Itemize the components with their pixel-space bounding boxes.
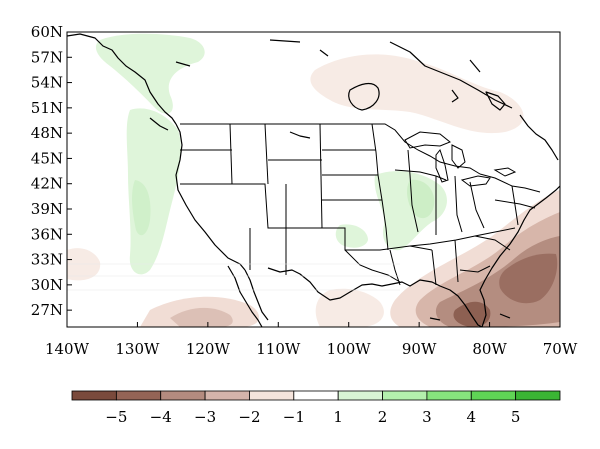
colorbar-label: −3 <box>194 408 216 426</box>
colorbar-segment <box>515 390 561 401</box>
lat-tick-label: 27N <box>31 301 63 319</box>
lon-tick-label: 100W <box>327 340 372 358</box>
lat-tick-label: 60N <box>31 23 63 41</box>
lat-tick-label: 48N <box>31 124 63 142</box>
lon-tick-label: 70W <box>543 340 578 358</box>
longitude-axis: 140W 130W 120W 110W 100W 90W 80W 70W <box>45 322 578 358</box>
lat-tick-label: 45N <box>31 149 63 167</box>
great-lakes <box>404 131 517 187</box>
colorbar-segment <box>470 390 517 401</box>
colorbar-segment <box>204 390 250 401</box>
colorbar-label: −1 <box>283 408 305 426</box>
colorbar-label: 3 <box>422 408 432 426</box>
positive-anomaly-shading <box>95 33 447 275</box>
state-borders <box>180 123 541 286</box>
coastlines <box>67 33 560 327</box>
lon-tick-label: 130W <box>115 340 160 358</box>
lat-tick-label: 30N <box>31 276 63 294</box>
colorbar-segment <box>382 390 428 401</box>
colorbar-label: −4 <box>150 408 172 426</box>
colorbar-label: 5 <box>511 408 521 426</box>
colorbar-label: −2 <box>238 408 260 426</box>
colorbar-segment <box>160 390 206 401</box>
colorbar-label: 2 <box>378 408 388 426</box>
lat-tick-label: 42N <box>31 175 63 193</box>
colorbar-segment <box>426 390 472 401</box>
colorbar <box>71 390 561 401</box>
colorbar-segment <box>249 390 295 401</box>
colorbar-labels: −5 −4 −3 −2 −1 1 2 3 4 5 <box>105 408 520 426</box>
colorbar-label: 1 <box>333 408 343 426</box>
lon-tick-label: 80W <box>472 340 507 358</box>
lon-tick-label: 90W <box>402 340 437 358</box>
lon-tick-label: 140W <box>45 340 90 358</box>
colorbar-segment <box>337 390 383 401</box>
colorbar-label: −5 <box>105 408 127 426</box>
lon-tick-label: 110W <box>256 340 301 358</box>
lat-tick-label: 51N <box>31 99 63 117</box>
latitude-axis: 60N 57N 54N 51N 48N 45N 42N 39N 36N 33N 30N 27N <box>31 23 72 319</box>
lat-tick-label: 57N <box>31 48 63 66</box>
colorbar-segment <box>115 390 162 401</box>
map-frame <box>66 31 561 328</box>
colorbar-label: 4 <box>466 408 476 426</box>
lat-tick-label: 54N <box>31 74 63 92</box>
faint-gridlines <box>67 263 400 291</box>
lat-tick-label: 33N <box>31 251 63 269</box>
map-panel <box>67 32 560 327</box>
lon-tick-label: 120W <box>186 340 231 358</box>
lat-tick-label: 36N <box>31 225 63 243</box>
lat-tick-label: 39N <box>31 200 63 218</box>
colorbar-segment <box>71 390 117 401</box>
colorbar-segment <box>293 390 339 401</box>
